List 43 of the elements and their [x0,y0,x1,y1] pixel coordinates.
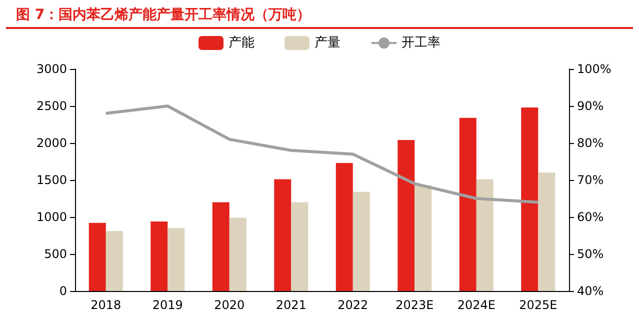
y-tick-label: 1500 [36,173,67,187]
y2-tick-label: 70% [577,173,604,187]
line-series [104,104,540,204]
bar [476,179,494,291]
x-tick-label: 2019 [152,298,183,312]
x-tick-label: 2024E [457,298,496,312]
y2-tick-label: 80% [577,136,604,150]
x-tick-label: 2020 [214,298,245,312]
bar [414,185,432,291]
y2-tick-label: 40% [577,284,604,298]
y-tick-label: 3000 [36,62,67,76]
bar [168,228,185,291]
y-tick-label: 2000 [36,136,67,150]
bar [229,218,246,291]
legend-label: 产能 [228,36,254,50]
bar [150,221,168,291]
y-tick-label: 500 [44,247,67,261]
y2-tick-label: 100% [577,62,612,76]
bar [352,192,370,291]
x-tick-label: 2022 [338,298,368,312]
y2-tick-label: 50% [577,247,604,261]
y2-tick-label: 90% [577,99,604,113]
bar [291,202,308,291]
x-tick-label: 2018 [90,298,122,312]
bar [106,231,123,291]
y-tick-label: 1000 [36,210,67,224]
y-tick-label: 2500 [36,99,67,113]
bar [212,202,230,291]
bar [398,140,415,291]
bar [521,107,538,291]
legend-label: 开工率 [402,34,440,50]
y-tick-label: 0 [59,284,67,298]
bar [274,179,292,291]
y2-tick-label: 60% [577,210,604,224]
legend-label: 产量 [314,36,340,50]
x-tick-label: 2021 [276,298,306,312]
bar [459,118,476,291]
chart-title: 图 7：国内苯乙烯产能产量开工率情况（万吨） [6,0,633,29]
x-tick-label: 2025E [519,298,558,312]
bar [336,162,353,291]
bar [538,172,556,291]
x-tick-label: 2023E [396,298,434,312]
bar [88,222,106,291]
